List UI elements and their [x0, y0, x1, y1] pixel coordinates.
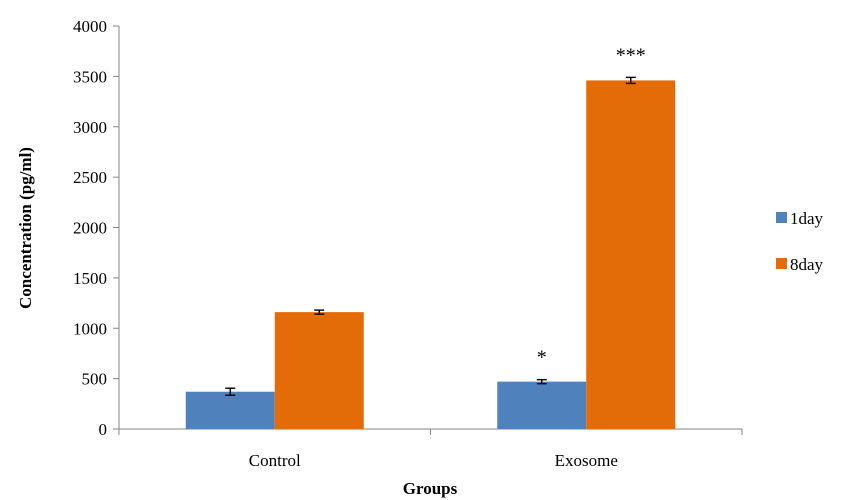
y-tick-label: 4000 [73, 17, 107, 36]
significance-label: * [537, 347, 547, 369]
bar [497, 381, 587, 429]
legend-label: 8day [790, 255, 824, 274]
y-tick-label: 500 [82, 370, 108, 389]
y-axis: 0 500 1000 1500 2000 2500 3000 3500 4000 [73, 17, 120, 439]
legend-swatch [776, 258, 787, 269]
legend-swatch [776, 212, 787, 223]
y-tick-label: 2000 [73, 219, 107, 238]
x-axis-title: Groups [403, 479, 458, 498]
y-tick-label: 3500 [73, 67, 107, 86]
y-tick-label: 3000 [73, 118, 107, 137]
y-axis-title: Concentration (pg/ml) [16, 147, 35, 309]
y-tick-label: 0 [99, 420, 108, 439]
y-tick-label: 2500 [73, 168, 107, 187]
x-tick-label: Control [249, 451, 301, 470]
y-tick-label: 1500 [73, 269, 107, 288]
significance-label: *** [616, 44, 646, 66]
bar [185, 391, 275, 429]
bars [185, 76, 676, 429]
annotations: **** [537, 44, 646, 368]
legend: 1day 8day [776, 209, 824, 274]
x-axis: Control Exosome [118, 428, 743, 470]
y-tick-label: 1000 [73, 319, 107, 338]
x-tick-label: Exosome [555, 451, 618, 470]
bar [586, 80, 676, 429]
legend-label: 1day [790, 209, 824, 228]
bar [274, 312, 364, 429]
